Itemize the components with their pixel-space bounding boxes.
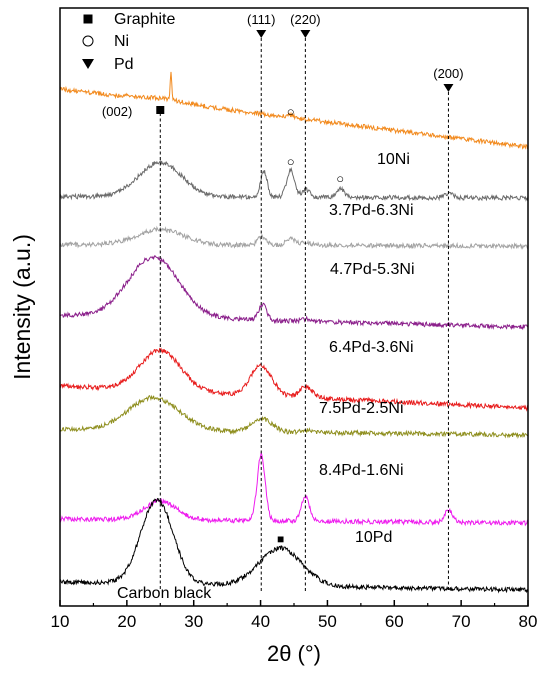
peak-annotation: (002) bbox=[102, 104, 132, 119]
series-line bbox=[59, 159, 529, 202]
pd-triangle-marker bbox=[256, 30, 267, 38]
series-label: Carbon black bbox=[117, 585, 212, 602]
x-tick-label: 30 bbox=[184, 612, 203, 631]
x-tick-label: 80 bbox=[519, 612, 538, 631]
reference-line-label: (220) bbox=[290, 12, 320, 27]
series-line bbox=[59, 394, 529, 439]
x-axis-label: 2θ (°) bbox=[267, 641, 321, 666]
series-label: 6.4Pd-3.6Ni bbox=[329, 339, 414, 356]
reference-line-label: (111) bbox=[247, 12, 275, 27]
series-label: 10Ni bbox=[377, 151, 410, 168]
x-tick-label: 10 bbox=[51, 612, 70, 631]
x-tick-label: 50 bbox=[318, 612, 337, 631]
x-tick-label: 70 bbox=[452, 612, 471, 631]
series-label: 7.5Pd-2.5Ni bbox=[319, 400, 404, 417]
graphite-square-marker bbox=[156, 106, 165, 114]
legend: Graphite Ni Pd bbox=[82, 11, 175, 73]
series-label: 10Pd bbox=[355, 529, 392, 546]
legend-label: Ni bbox=[114, 33, 129, 50]
series-line bbox=[59, 497, 529, 594]
peak-annotation: ■ bbox=[277, 532, 284, 546]
x-tick-label: 60 bbox=[385, 612, 404, 631]
x-axis-ticks: 10 20 30 40 50 60 70 80 bbox=[51, 600, 538, 631]
pd-triangle-marker bbox=[300, 30, 311, 38]
series-labels: 10Ni 3.7Pd-6.3Ni 4.7Pd-5.3Ni 6.4Pd-3.6Ni 7.5… bbox=[117, 151, 415, 602]
legend-label: Pd bbox=[114, 56, 134, 73]
series-traces bbox=[59, 71, 529, 594]
x-tick-label: 40 bbox=[251, 612, 270, 631]
y-axis-label: Intensity (a.u.) bbox=[9, 234, 35, 380]
series-line bbox=[59, 347, 529, 412]
legend-label: Graphite bbox=[114, 11, 175, 28]
series-line bbox=[59, 71, 529, 150]
series-label: 4.7Pd-5.3Ni bbox=[330, 261, 415, 278]
series-line bbox=[59, 225, 529, 250]
pd-triangle-marker bbox=[443, 84, 454, 92]
reference-lines: (111) (220) (200) bbox=[159, 12, 464, 591]
series-line bbox=[59, 451, 529, 527]
legend-square-marker bbox=[83, 14, 93, 24]
reference-line-label: (200) bbox=[433, 66, 463, 81]
peak-annotation: ○ bbox=[287, 154, 295, 169]
legend-triangle-marker bbox=[82, 59, 94, 69]
peak-annotation: ○ bbox=[336, 171, 344, 186]
series-label: 3.7Pd-6.3Ni bbox=[329, 202, 414, 219]
series-line bbox=[59, 254, 529, 331]
series-label: 8.4Pd-1.6Ni bbox=[319, 462, 404, 479]
peak-annotations: (002) ■ ○ ○ ○ bbox=[102, 104, 344, 546]
legend-circle-marker bbox=[82, 35, 94, 47]
x-tick-label: 20 bbox=[117, 612, 136, 631]
peak-annotation: ○ bbox=[287, 104, 295, 119]
